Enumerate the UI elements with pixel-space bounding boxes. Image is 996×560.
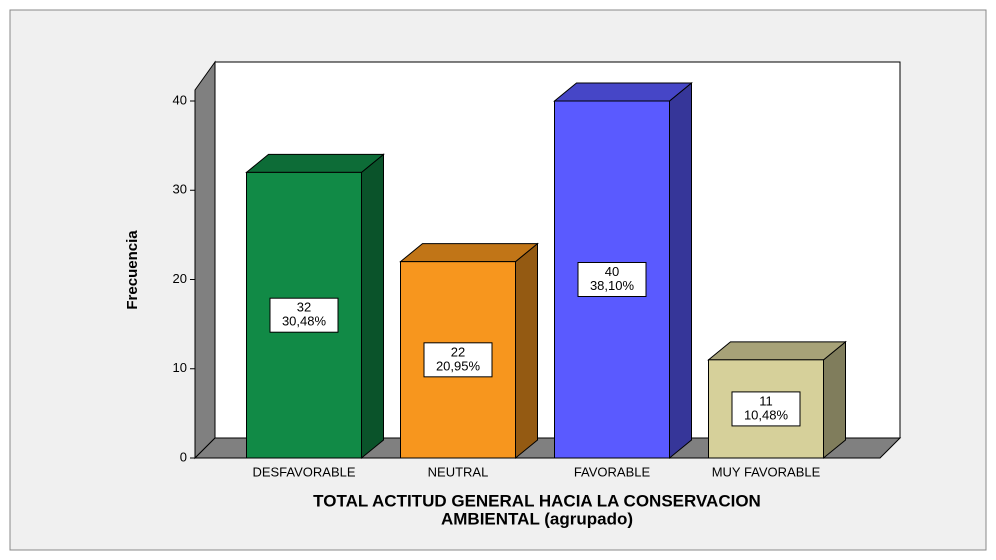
- data-label: 30,48%: [282, 314, 327, 329]
- data-label-box: [269, 297, 339, 333]
- data-label-box: [731, 391, 801, 427]
- side-wall: [194, 60, 216, 460]
- data-label: 22: [451, 344, 465, 359]
- data-label: 32: [297, 300, 311, 315]
- data-label-box: [423, 342, 493, 378]
- data-label: 11: [759, 393, 773, 408]
- bar-side: [823, 340, 846, 460]
- x-axis-label: AMBIENTAL (agrupado): [441, 509, 633, 528]
- x-axis-label: TOTAL ACTITUD GENERAL HACIA LA CONSERVAC…: [313, 491, 761, 510]
- y-tick-label: 30: [173, 182, 187, 197]
- bar-side: [515, 242, 538, 460]
- y-tick-label: 20: [173, 271, 187, 286]
- data-label-box: [577, 262, 647, 297]
- bar-top: [399, 243, 539, 263]
- x-tick-label: DESFAVORABLE: [252, 464, 355, 479]
- bar-top: [553, 82, 693, 102]
- y-axis-label: Frecuencia: [124, 230, 141, 310]
- bar-top: [245, 153, 385, 173]
- bar-top: [707, 341, 847, 361]
- y-tick-label: 0: [180, 449, 187, 464]
- data-label: 20,95%: [436, 358, 481, 373]
- y-tick-label: 40: [173, 92, 187, 107]
- x-tick-label: FAVORABLE: [574, 464, 651, 479]
- x-tick-label: MUY FAVORABLE: [712, 464, 821, 479]
- data-label: 40: [605, 264, 619, 279]
- bar-side: [669, 81, 692, 460]
- data-label: 10,48%: [744, 407, 789, 422]
- x-tick-label: NEUTRAL: [428, 464, 489, 479]
- bar-side: [361, 153, 384, 460]
- y-tick-label: 10: [173, 360, 187, 375]
- data-label: 38,10%: [590, 278, 635, 293]
